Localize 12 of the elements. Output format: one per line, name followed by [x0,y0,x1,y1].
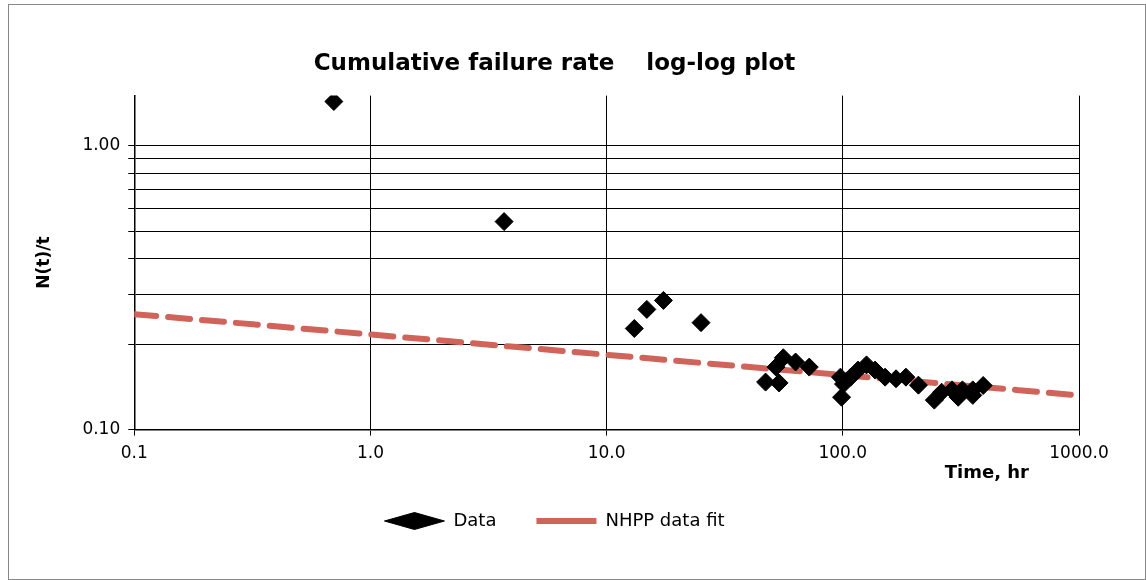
x-tick-label: 1.0 [356,442,384,463]
y-tick-label: 1.00 [82,134,121,155]
x-tick-label: 100.0 [818,442,868,463]
x-tick-label: 10.0 [587,442,626,463]
y-tick-label: 0.10 [82,418,121,439]
x-axis-title: Time, hr [944,461,1030,483]
chart-title: Cumulative failure rate log-log plot [313,48,796,75]
x-tick-label: 0.1 [120,442,148,463]
legend-label: Data [453,508,497,530]
legend-label: NHPP data fit [605,508,725,530]
x-tick-label: 1000.0 [1049,442,1109,463]
y-axis-title: N(t)/t [32,236,53,289]
